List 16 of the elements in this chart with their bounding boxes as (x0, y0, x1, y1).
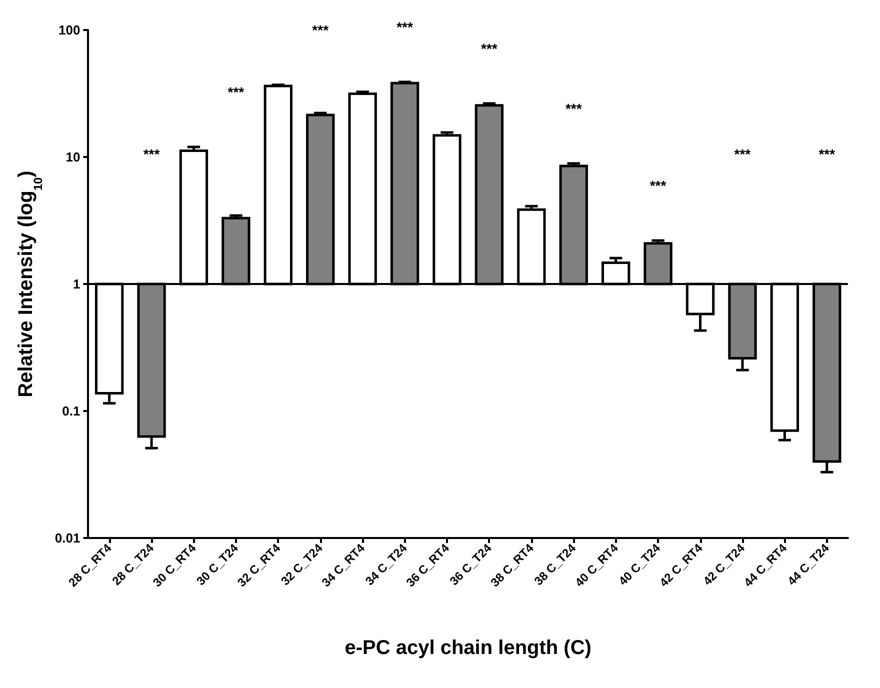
y-tick-label: 100 (58, 22, 80, 38)
annotation: *** (650, 178, 667, 194)
annotation: *** (312, 22, 330, 38)
annotation: *** (565, 100, 582, 116)
y-tick-label: 0.1 (62, 404, 80, 418)
annotation: *** (396, 18, 414, 35)
annotation: *** (143, 146, 160, 162)
y-tick-label: 10 (66, 150, 80, 164)
annotation: *** (818, 146, 836, 162)
x-axis-title: e-PC acyl chain length (C) (344, 637, 592, 659)
y-tick-label: 1 (72, 276, 80, 292)
annotation: *** (228, 84, 245, 100)
y-tick-label: 0.01 (54, 530, 80, 546)
annotation: *** (734, 146, 752, 162)
annotation: *** (481, 40, 498, 56)
y-axis-title: Relative Intensity (log10) (15, 170, 45, 398)
